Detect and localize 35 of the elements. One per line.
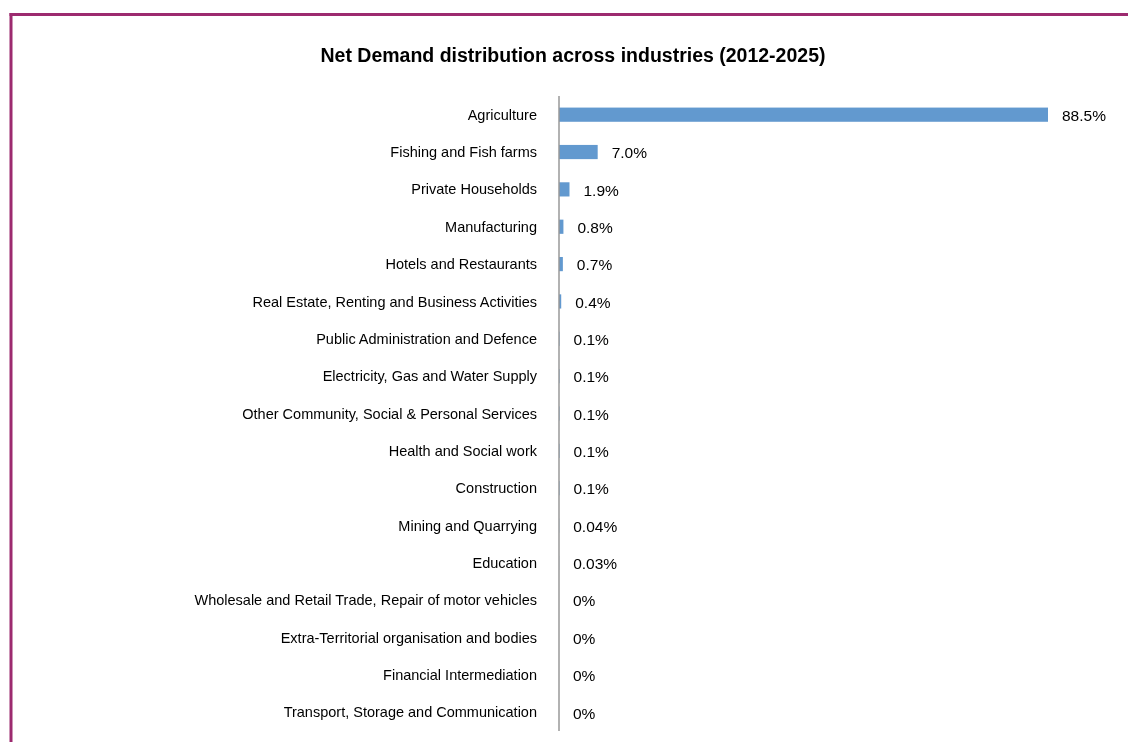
data-label: 0% xyxy=(573,704,596,722)
y-tick-label: Electricity, Gas and Water Supply xyxy=(322,368,538,385)
y-tick-label: Mining and Quarrying xyxy=(398,517,537,534)
data-label: 0.4% xyxy=(575,293,611,311)
y-tick-label: Real Estate, Renting and Business Activities xyxy=(252,293,537,310)
y-tick-label: Education xyxy=(472,554,537,571)
y-tick-label: Public Administration and Defence xyxy=(316,330,537,347)
y-tick-label: Financial Intermediation xyxy=(383,667,537,684)
data-label: 0% xyxy=(573,629,596,647)
y-tick-label: Private Households xyxy=(411,181,537,198)
data-label: 1.9% xyxy=(583,181,620,199)
y-tick-label: Construction xyxy=(455,480,537,497)
y-tick-label: Wholesale and Retail Trade, Repair of motor vehicles xyxy=(194,592,537,609)
y-tick-label: Extra-Territorial organisation and bodies xyxy=(280,629,537,646)
y-tick-label: Fishing and Fish farms xyxy=(390,144,537,161)
data-label: 0.7% xyxy=(576,256,613,274)
y-tick-label: Agriculture xyxy=(467,106,537,123)
data-label: 0.1% xyxy=(573,443,610,461)
y-tick-label: Other Community, Social & Personal Services xyxy=(242,405,537,422)
y-tick-label: Health and Social work xyxy=(388,442,538,459)
data-label: 0% xyxy=(573,667,596,685)
data-label: 0.1% xyxy=(573,330,610,348)
data-label: 0.04% xyxy=(573,517,618,535)
data-label: 88.5% xyxy=(1062,106,1107,124)
data-label: 0% xyxy=(573,592,596,610)
y-tick-label: Transport, Storage and Communication xyxy=(283,704,537,721)
y-tick-label: Manufacturing xyxy=(445,218,537,235)
y-tick-label: Hotels and Restaurants xyxy=(385,256,537,273)
chart-title: Net Demand distribution across industries (2012-2025) xyxy=(320,44,826,66)
data-label: 0.1% xyxy=(573,368,610,386)
data-label: 0.1% xyxy=(573,480,610,498)
data-label: 0.1% xyxy=(573,405,610,423)
data-label: 0.03% xyxy=(573,555,618,573)
data-label: 7.0% xyxy=(611,144,648,162)
data-label: 0.8% xyxy=(577,218,613,236)
